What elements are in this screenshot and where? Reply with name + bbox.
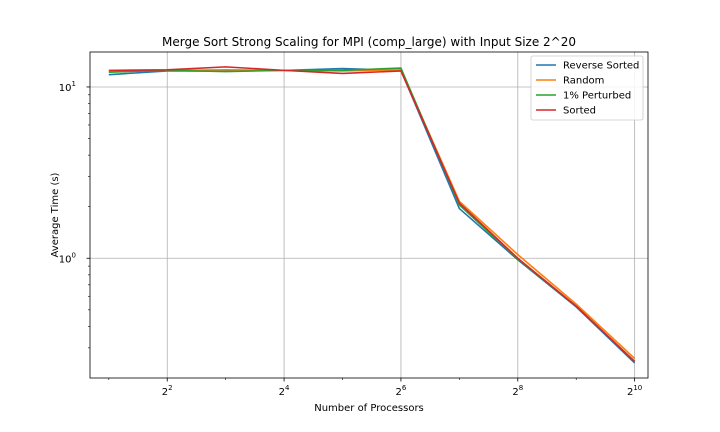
x-axis-label: Number of Processors [314, 403, 424, 414]
x-tick-base: 2 [162, 387, 168, 398]
y-tick-base: 10 [59, 254, 72, 265]
y-tick-label: 101 [59, 80, 76, 94]
x-tick-exponent: 6 [402, 384, 407, 392]
x-tick-label: 26 [396, 384, 407, 398]
legend-label: Sorted [563, 106, 596, 117]
x-tick-label: 210 [627, 384, 642, 398]
x-tick-exponent: 2 [168, 384, 172, 392]
legend-label: Reverse Sorted [563, 61, 639, 72]
x-axis-ticks: 22 24 26 28 210 [108, 378, 642, 398]
plot-frame [89, 51, 649, 379]
x-tick-base: 2 [512, 387, 518, 398]
series-line [108, 66, 636, 362]
x-tick-base: 2 [396, 387, 402, 398]
y-tick-exponent: 0 [72, 251, 76, 259]
legend-label: 1% Perturbed [563, 91, 631, 102]
series-line [108, 68, 636, 360]
x-tick-exponent: 8 [519, 384, 523, 392]
legend-label: Random [563, 76, 604, 87]
x-tick-label: 22 [162, 384, 173, 398]
chart-title: Merge Sort Strong Scaling for MPI (comp_… [162, 35, 576, 49]
x-tick-label: 28 [512, 384, 523, 398]
legend-frame [530, 55, 644, 121]
y-axis-label: Average Time (s) [50, 172, 61, 257]
x-tick-label: 24 [279, 384, 290, 398]
y-tick-exponent: 1 [72, 80, 76, 88]
series-lines [108, 66, 636, 364]
x-tick-exponent: 4 [285, 384, 290, 392]
y-tick-label: 100 [59, 251, 76, 265]
legend: Reverse Sorted Random 1% Perturbed Sorted [530, 55, 644, 121]
y-tick-base: 10 [59, 83, 72, 94]
x-tick-base: 2 [627, 387, 633, 398]
x-tick-base: 2 [279, 387, 285, 398]
x-tick-exponent: 10 [633, 384, 642, 392]
